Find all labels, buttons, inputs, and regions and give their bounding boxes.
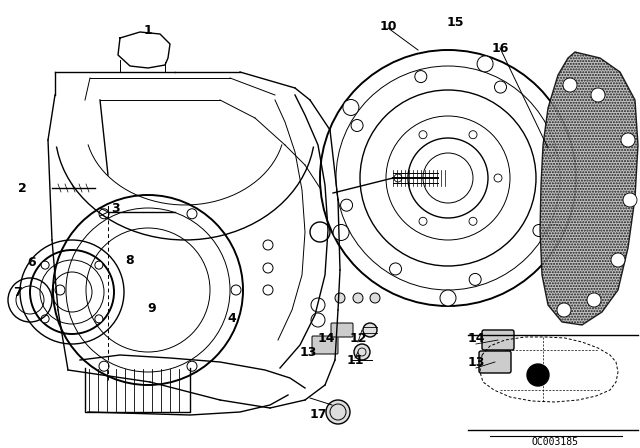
Text: 12: 12 xyxy=(349,332,367,345)
FancyBboxPatch shape xyxy=(331,323,353,337)
Circle shape xyxy=(494,174,502,182)
Circle shape xyxy=(353,293,363,303)
Circle shape xyxy=(99,361,109,371)
Text: 4: 4 xyxy=(228,311,236,324)
FancyBboxPatch shape xyxy=(312,336,338,354)
Circle shape xyxy=(394,174,402,182)
Circle shape xyxy=(99,209,109,219)
Text: 2: 2 xyxy=(18,181,26,194)
Circle shape xyxy=(390,263,401,275)
Circle shape xyxy=(354,344,370,360)
Circle shape xyxy=(55,285,65,295)
Circle shape xyxy=(469,273,481,285)
Text: 14: 14 xyxy=(317,332,335,345)
Text: 13: 13 xyxy=(300,345,317,358)
Circle shape xyxy=(231,285,241,295)
FancyBboxPatch shape xyxy=(479,351,511,373)
Circle shape xyxy=(440,290,456,306)
Text: 3: 3 xyxy=(111,202,119,215)
Circle shape xyxy=(363,323,377,337)
Text: 17: 17 xyxy=(309,409,327,422)
Circle shape xyxy=(95,315,103,323)
Circle shape xyxy=(591,88,605,102)
Text: 16: 16 xyxy=(492,42,509,55)
Circle shape xyxy=(326,400,350,424)
Circle shape xyxy=(41,261,49,269)
Text: 9: 9 xyxy=(148,302,156,314)
Circle shape xyxy=(351,120,363,132)
Circle shape xyxy=(495,81,506,93)
Circle shape xyxy=(547,224,563,241)
Circle shape xyxy=(340,199,353,211)
Circle shape xyxy=(469,131,477,139)
Circle shape xyxy=(533,224,545,237)
Circle shape xyxy=(343,99,359,116)
Text: 14: 14 xyxy=(467,332,484,345)
Circle shape xyxy=(587,293,601,307)
Circle shape xyxy=(623,193,637,207)
FancyBboxPatch shape xyxy=(482,330,514,350)
Circle shape xyxy=(41,315,49,323)
Text: 8: 8 xyxy=(125,254,134,267)
Circle shape xyxy=(419,131,427,139)
Circle shape xyxy=(419,217,427,225)
Circle shape xyxy=(611,253,625,267)
Circle shape xyxy=(543,145,556,157)
Polygon shape xyxy=(540,52,638,325)
Text: 15: 15 xyxy=(446,16,464,29)
Circle shape xyxy=(187,209,197,219)
Circle shape xyxy=(557,303,571,317)
Text: OC003185: OC003185 xyxy=(531,437,579,447)
Circle shape xyxy=(370,293,380,303)
Circle shape xyxy=(527,364,549,386)
Circle shape xyxy=(469,217,477,225)
Text: 7: 7 xyxy=(13,285,22,298)
Circle shape xyxy=(333,224,349,241)
Circle shape xyxy=(187,361,197,371)
Circle shape xyxy=(477,56,493,72)
Circle shape xyxy=(335,293,345,303)
Text: 10: 10 xyxy=(380,20,397,33)
Circle shape xyxy=(415,71,427,82)
Circle shape xyxy=(95,261,103,269)
Text: 1: 1 xyxy=(143,23,152,36)
Text: 13: 13 xyxy=(467,356,484,369)
Text: 6: 6 xyxy=(28,255,36,268)
Text: 11: 11 xyxy=(346,353,364,366)
Circle shape xyxy=(563,78,577,92)
Circle shape xyxy=(621,133,635,147)
